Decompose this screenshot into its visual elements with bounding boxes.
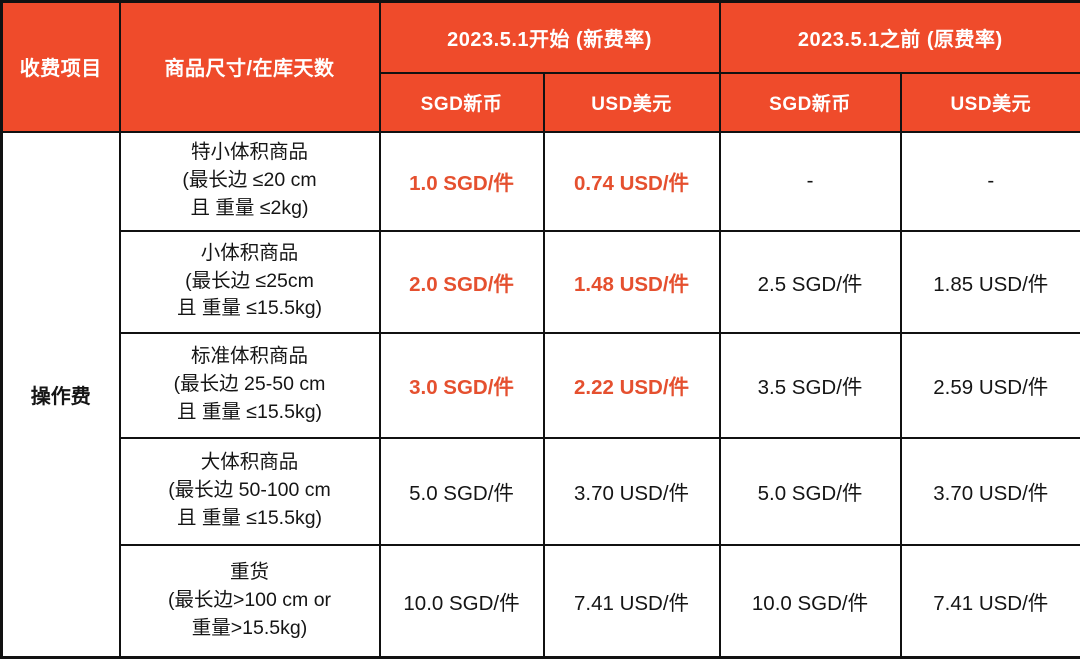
header-usd-old: USD美元	[899, 71, 1080, 133]
size-line: 重货	[229, 561, 269, 584]
size-line: 小体积商品	[200, 241, 299, 264]
size-line: 重量>15.5kg)	[191, 616, 308, 639]
old-usd-cell: 1.85 USD/件	[899, 229, 1080, 334]
header-usd-new: USD美元	[542, 71, 721, 133]
charge-item-cell: 操作费	[0, 130, 121, 659]
size-cell: 标准体积商品 (最长边 25-50 cm 且 重量 ≤15.5kg)	[118, 331, 381, 439]
size-line: (最长边 50-100 cm	[168, 479, 331, 502]
size-line: 特小体积商品	[190, 141, 308, 164]
header-charge-item: 收费项目	[0, 0, 121, 133]
new-usd-cell: 3.70 USD/件	[542, 436, 721, 546]
size-line: (最长边 ≤20 cm	[182, 169, 317, 192]
size-line: 且 重量 ≤15.5kg)	[176, 297, 323, 320]
table-row-heavy: 重货 (最长边>100 cm or 重量>15.5kg) 10.0 SGD/件 …	[2, 543, 1080, 659]
header-size: 商品尺寸/在库天数	[118, 0, 381, 133]
old-sgd-cell: 10.0 SGD/件	[718, 543, 902, 659]
old-usd-cell: 7.41 USD/件	[899, 543, 1080, 659]
size-line: 标准体积商品	[190, 345, 308, 368]
new-sgd-cell: 2.0 SGD/件	[378, 229, 545, 334]
old-usd-cell: -	[899, 130, 1080, 232]
old-sgd-cell: 5.0 SGD/件	[718, 436, 902, 546]
old-usd-cell: 2.59 USD/件	[899, 331, 1080, 439]
header-sgd-old: SGD新币	[718, 71, 902, 133]
size-line: (最长边>100 cm or	[167, 588, 332, 611]
new-usd-cell: 0.74 USD/件	[542, 130, 721, 232]
old-sgd-cell: -	[718, 130, 902, 232]
header-group-old-rate: 2023.5.1之前 (原费率)	[718, 0, 1080, 74]
new-sgd-cell: 3.0 SGD/件	[378, 331, 545, 439]
size-line: 且 重量 ≤15.5kg)	[176, 400, 323, 423]
new-sgd-cell: 10.0 SGD/件	[378, 543, 545, 659]
size-cell: 小体积商品 (最长边 ≤25cm 且 重量 ≤15.5kg)	[118, 229, 381, 334]
size-line: 大体积商品	[200, 451, 299, 474]
old-usd-cell: 3.70 USD/件	[899, 436, 1080, 546]
size-cell: 特小体积商品 (最长边 ≤20 cm 且 重量 ≤2kg)	[118, 130, 381, 232]
size-cell: 大体积商品 (最长边 50-100 cm 且 重量 ≤15.5kg)	[118, 436, 381, 546]
new-usd-cell: 2.22 USD/件	[542, 331, 721, 439]
old-sgd-cell: 2.5 SGD/件	[718, 229, 902, 334]
size-line: 且 重量 ≤15.5kg)	[176, 506, 323, 529]
header-sgd-new: SGD新币	[378, 71, 545, 133]
new-sgd-cell: 5.0 SGD/件	[378, 436, 545, 546]
header-group-new-rate: 2023.5.1开始 (新费率)	[378, 0, 721, 74]
table-row-standard: 标准体积商品 (最长边 25-50 cm 且 重量 ≤15.5kg) 3.0 S…	[2, 331, 1080, 439]
size-line: 且 重量 ≤2kg)	[190, 196, 309, 219]
table-row-small: 小体积商品 (最长边 ≤25cm 且 重量 ≤15.5kg) 2.0 SGD/件…	[2, 229, 1080, 334]
new-usd-cell: 1.48 USD/件	[542, 229, 721, 334]
size-line: (最长边 ≤25cm	[185, 269, 314, 292]
new-usd-cell: 7.41 USD/件	[542, 543, 721, 659]
table-row-large: 大体积商品 (最长边 50-100 cm 且 重量 ≤15.5kg) 5.0 S…	[2, 436, 1080, 546]
size-cell: 重货 (最长边>100 cm or 重量>15.5kg)	[118, 543, 381, 659]
size-line: (最长边 25-50 cm	[173, 373, 326, 396]
new-sgd-cell: 1.0 SGD/件	[378, 130, 545, 232]
old-sgd-cell: 3.5 SGD/件	[718, 331, 902, 439]
table-row-extra-small: 操作费 特小体积商品 (最长边 ≤20 cm 且 重量 ≤2kg) 1.0 SG…	[0, 130, 1080, 659]
